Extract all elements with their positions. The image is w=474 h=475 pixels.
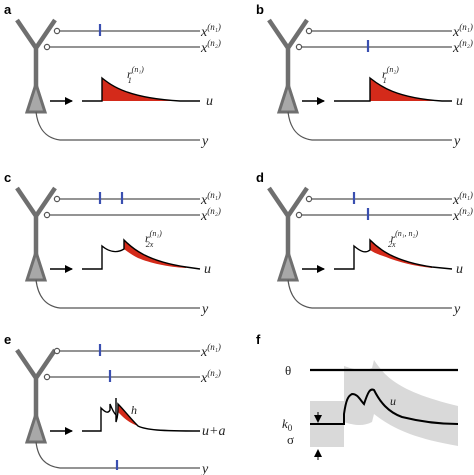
- neuron: [15, 18, 200, 141]
- y-label: y: [452, 134, 461, 149]
- u-trace: [334, 76, 452, 102]
- panel-f: f θ u k0 σ: [256, 332, 459, 460]
- u-trace: [82, 238, 201, 270]
- psp-fill: [370, 240, 432, 268]
- panel-e: e x(n₁) x(n₂) h u+a y: [4, 332, 225, 475]
- synapse-1: [305, 195, 313, 203]
- soma: [24, 409, 48, 444]
- h-label: h: [131, 403, 137, 417]
- u-label: u: [390, 394, 396, 408]
- u-trace: [310, 388, 459, 425]
- x2-label: x(n₂): [200, 368, 221, 386]
- soma: [276, 247, 300, 282]
- panel-label-f: f: [256, 332, 261, 347]
- panel-label-e: e: [4, 332, 11, 347]
- panel-d: d x(n₁) x(n₂) r(n₁, n₂) 2x u y: [256, 170, 473, 317]
- axon-output: [35, 111, 200, 141]
- x2-label: x(n₂): [452, 38, 473, 56]
- r-label: r(n₁, n₂) 2x: [388, 229, 418, 249]
- psp-fill: [124, 240, 186, 268]
- u-label: u: [456, 94, 463, 109]
- r-label: r(n₁) 2x: [145, 229, 162, 249]
- u-trace: [82, 76, 200, 102]
- x1-label: x(n₁): [452, 190, 473, 208]
- panel-a: a x(n₁) x(n₂) r(n₁) 1 u y: [4, 2, 221, 149]
- u-trace: [334, 238, 453, 270]
- synapse-2: [295, 211, 303, 219]
- synapse-2: [43, 211, 51, 219]
- panel-label-c: c: [4, 170, 11, 185]
- x2-label: x(n₂): [452, 206, 473, 224]
- u-label: u: [456, 262, 463, 277]
- axon-output: [287, 111, 452, 141]
- sigma-label: σ: [287, 432, 294, 447]
- neuron: [267, 18, 452, 141]
- neuron: [267, 186, 452, 309]
- neuron: [15, 348, 200, 469]
- x2-label: x(n₂): [200, 38, 221, 56]
- soma: [24, 79, 48, 114]
- y-label: y: [452, 302, 461, 317]
- psp-fill: [370, 78, 442, 101]
- x1-label: x(n₁): [452, 22, 473, 40]
- u-trace: [82, 398, 201, 432]
- synapse-1: [53, 347, 61, 355]
- theta-label: θ: [285, 363, 291, 378]
- synapse-1: [305, 27, 313, 35]
- u-label: u: [206, 94, 213, 109]
- panel-c: c x(n₁) x(n₂) r(n₁) 2x u y: [4, 170, 221, 317]
- k0-label: k0: [282, 416, 293, 433]
- axon-output: [35, 279, 200, 309]
- panel-b: b x(n₁) x(n₂) r(n₂) 1 u y: [256, 2, 473, 149]
- panel-label-a: a: [4, 2, 12, 17]
- synapse-1: [53, 195, 61, 203]
- y-label: y: [200, 302, 209, 317]
- x1-label: x(n₁): [200, 342, 221, 360]
- synapse-2: [43, 373, 51, 381]
- r-label: r(n₁) 1: [127, 65, 144, 85]
- panel-label-b: b: [256, 2, 264, 17]
- r-label: r(n₂) 1: [382, 65, 399, 85]
- synapse-1: [53, 27, 61, 35]
- synapse-2: [43, 43, 51, 51]
- neuron: [15, 186, 200, 309]
- x1-label: x(n₁): [200, 22, 221, 40]
- u-label: u+a: [202, 424, 225, 439]
- axon-output: [287, 279, 452, 309]
- axon-output: [35, 441, 200, 469]
- y-label: y: [200, 134, 209, 149]
- synapse-2: [295, 43, 303, 51]
- panel-label-d: d: [256, 170, 264, 185]
- soma: [276, 79, 300, 114]
- psp-fill: [102, 78, 180, 101]
- x1-label: x(n₁): [200, 190, 221, 208]
- y-label: y: [200, 462, 209, 475]
- soma: [24, 247, 48, 282]
- x2-label: x(n₂): [200, 206, 221, 224]
- u-label: u: [204, 262, 211, 277]
